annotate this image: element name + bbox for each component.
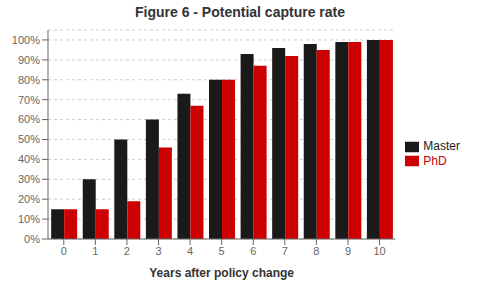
svg-text:60%: 60% — [18, 113, 40, 125]
svg-text:7: 7 — [282, 245, 288, 257]
svg-text:2: 2 — [124, 245, 130, 257]
svg-text:Years after policy change: Years after policy change — [149, 266, 294, 280]
html-text:PhD: PhD — [423, 153, 447, 168]
svg-text:8: 8 — [313, 245, 319, 257]
svg-text:70%: 70% — [18, 94, 40, 106]
html-text:Figure 6 - Potential capture r: Figure 6 - Potential capture rate — [135, 4, 345, 20]
svg-text:20%: 20% — [18, 193, 40, 205]
svg-text:3: 3 — [155, 245, 161, 257]
svg-text:10: 10 — [373, 245, 385, 257]
svg-text:9: 9 — [345, 245, 351, 257]
svg-text:0: 0 — [61, 245, 67, 257]
svg-text:5: 5 — [219, 245, 225, 257]
svg-text:40%: 40% — [18, 153, 40, 165]
svg-text:6: 6 — [250, 245, 256, 257]
html-text:Master: Master — [423, 138, 460, 153]
svg-text:1: 1 — [92, 245, 98, 257]
svg-text:80%: 80% — [18, 74, 40, 86]
svg-text:30%: 30% — [18, 173, 40, 185]
svg-text:0%: 0% — [24, 233, 40, 245]
svg-text:4: 4 — [187, 245, 193, 257]
svg-text:50%: 50% — [18, 133, 40, 145]
svg-text:10%: 10% — [18, 213, 40, 225]
svg-text:90%: 90% — [18, 54, 40, 66]
svg-text:100%: 100% — [12, 34, 40, 46]
